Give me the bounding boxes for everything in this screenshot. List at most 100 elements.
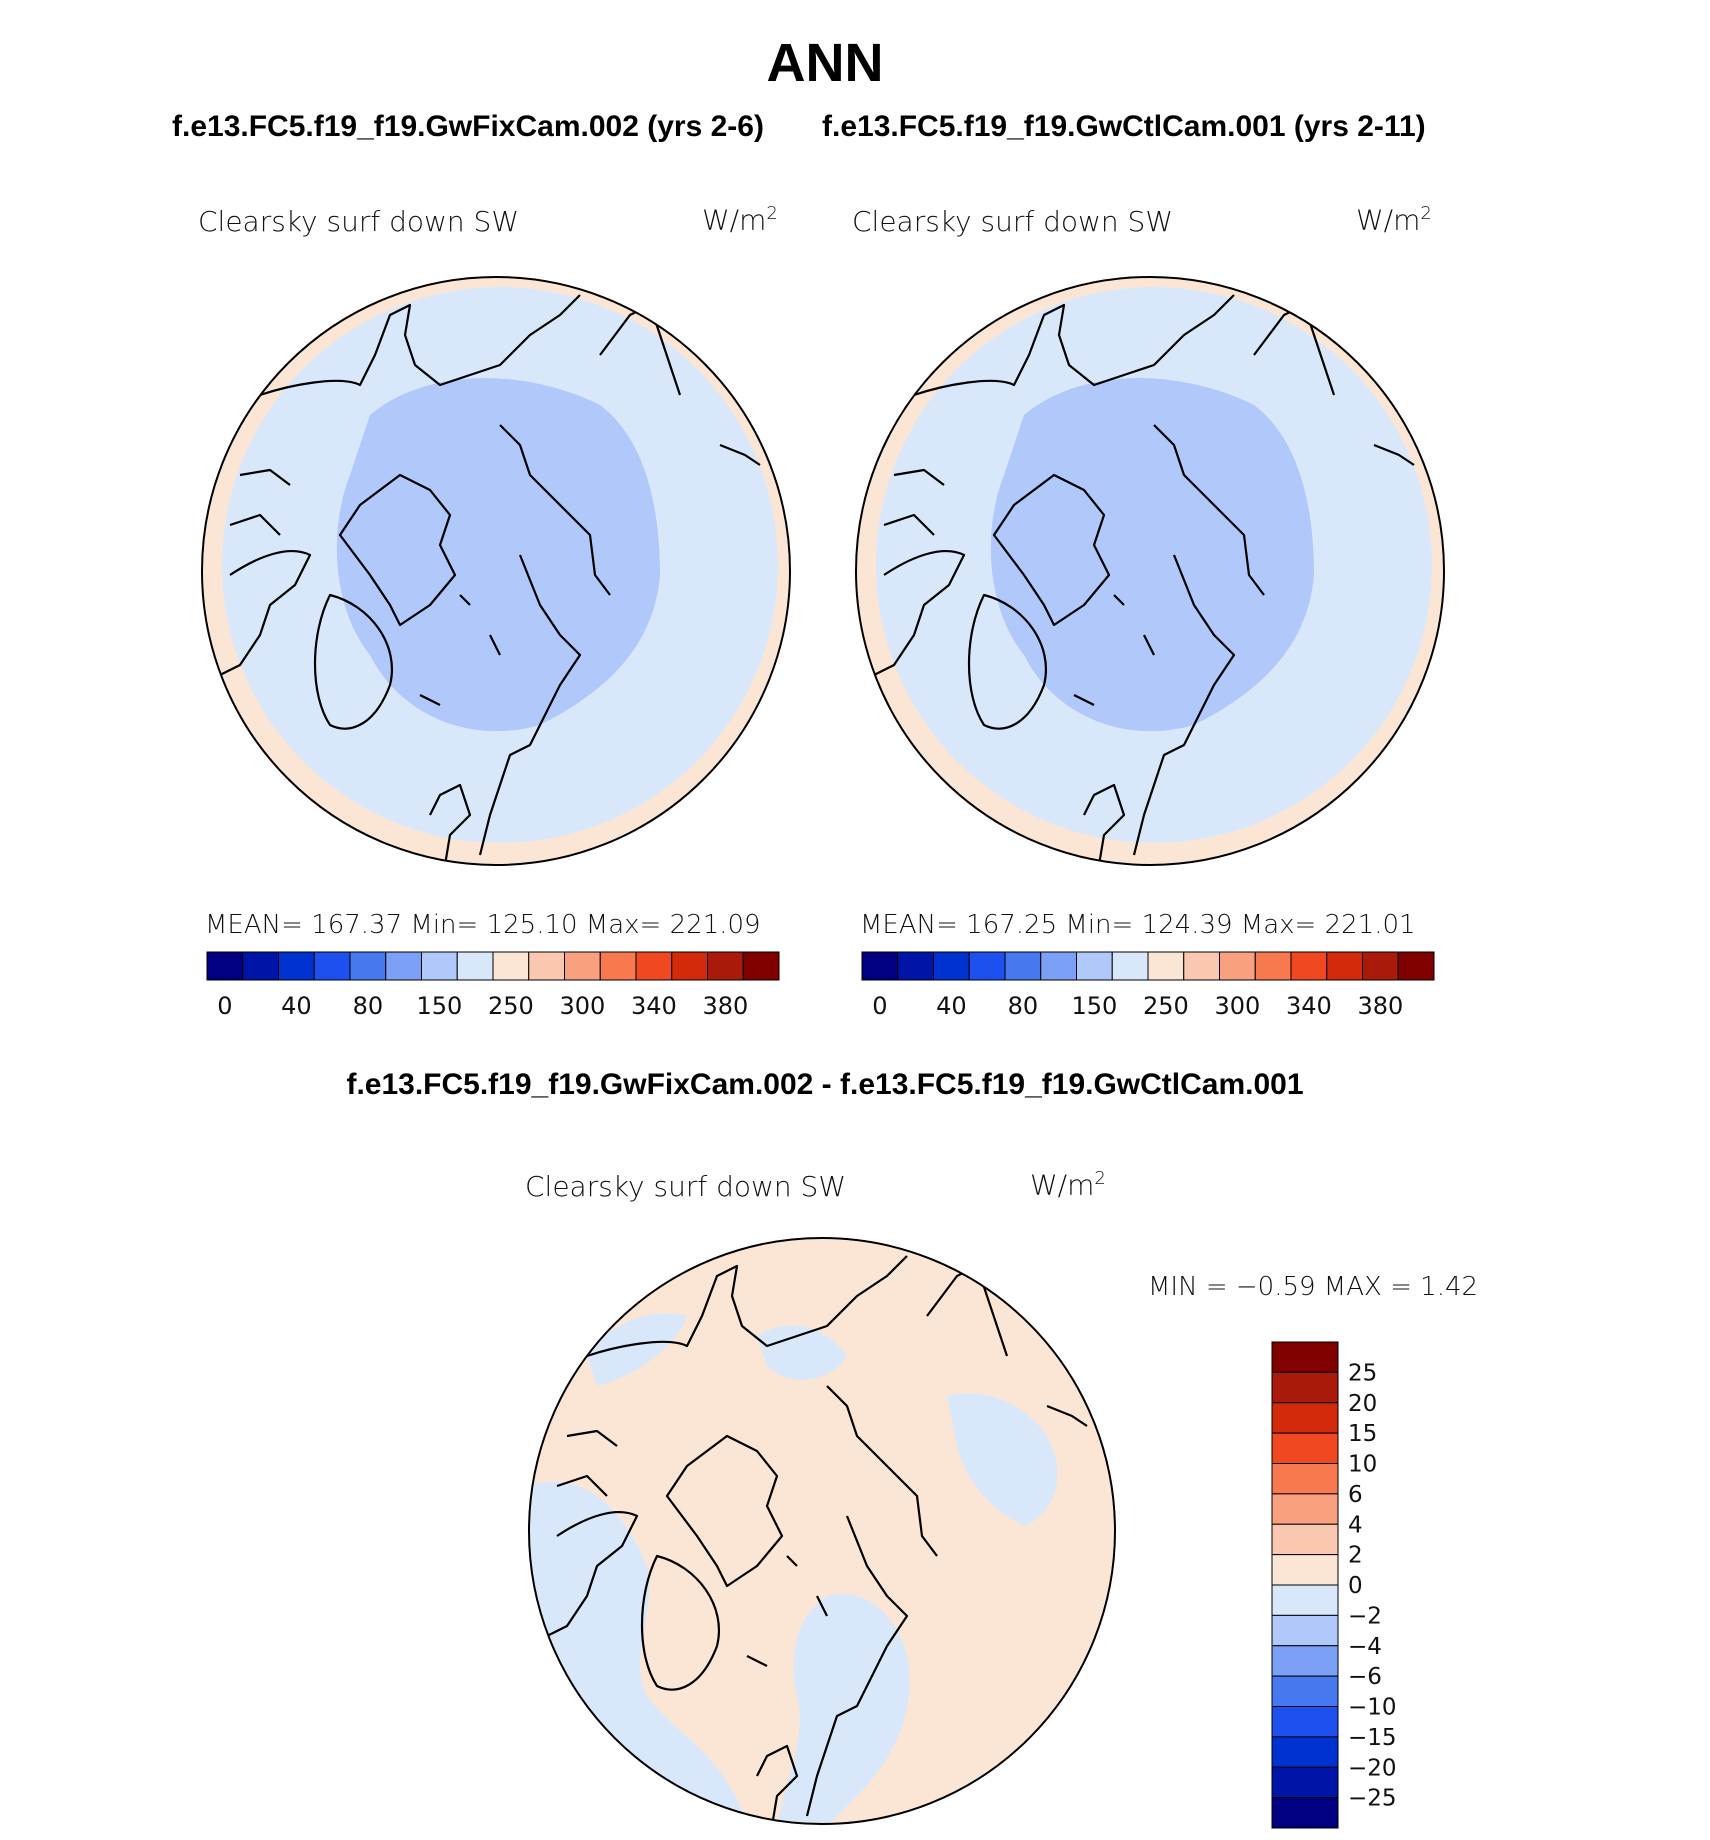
panel1-colorbar-box-4 xyxy=(349,951,387,981)
panel1-colorbar-tick-7: 380 xyxy=(702,992,748,1020)
diff-colorbar-box-1 xyxy=(1271,1371,1339,1404)
panel2-variable-label: Clearsky surf down SW xyxy=(852,205,1174,238)
panel2-stats: MEAN= 167.25 Min= 124.39 Max= 221.01 xyxy=(860,910,1416,940)
panel1-colorbar-tick-2: 80 xyxy=(353,992,384,1020)
diff-field-low-nw xyxy=(587,1313,687,1386)
panel1-colorbar-box-6 xyxy=(421,951,458,981)
diff-title: f.e13.FC5.f19_f19.GwFixCam.002 - f.e13.F… xyxy=(346,1068,1304,1101)
panel1-polar-map xyxy=(201,276,791,866)
panel2-map-border xyxy=(855,276,1445,866)
diff-colorbar-box-6 xyxy=(1271,1523,1339,1556)
season-title: ANN xyxy=(766,33,884,93)
diff-colorbar-tick-2: 15 xyxy=(1348,1421,1377,1447)
panel2-colorbar-box-9 xyxy=(1183,951,1220,981)
panel2-colorbar-tick-1: 40 xyxy=(936,992,967,1020)
panel2-polar-map xyxy=(855,276,1445,866)
panel2-colorbar-box-5 xyxy=(1040,951,1077,981)
diff-field-low-n xyxy=(757,1325,847,1380)
diff-field-low-south xyxy=(777,1594,910,1824)
diff-variable-label: Clearsky surf down SW xyxy=(525,1170,847,1203)
diff-colorbar-tick-7: 0 xyxy=(1348,1573,1363,1599)
panel1-colorbar-box-15 xyxy=(742,951,780,981)
panel2-colorbar-box-11 xyxy=(1254,951,1292,981)
panel2-colorbar-box-15 xyxy=(1397,951,1435,981)
diff-colorbar-box-8 xyxy=(1271,1584,1339,1616)
diff-colorbar-tick-9: −4 xyxy=(1348,1634,1382,1660)
case2-title: f.e13.FC5.f19_f19.GwCtlCam.001 (yrs 2-11… xyxy=(822,110,1426,143)
diff-colorbar-box-10 xyxy=(1271,1645,1339,1677)
panel1-colorbar-tick-3: 150 xyxy=(416,992,462,1020)
panel1-colorbar-box-0 xyxy=(206,951,244,981)
panel2-colorbar-tick-4: 250 xyxy=(1143,992,1189,1020)
panel1-colorbar-box-12 xyxy=(635,951,673,981)
panel2-field-mid xyxy=(990,378,1314,732)
diff-colorbar-box-9 xyxy=(1271,1614,1339,1647)
diff-colorbar-tick-12: −15 xyxy=(1348,1725,1397,1751)
panel1-colorbar-tick-6: 340 xyxy=(631,992,677,1020)
panel2-colorbar-box-7 xyxy=(1111,951,1149,981)
diff-stats: MIN = −0.59 MAX = 1.42 xyxy=(1148,1272,1479,1302)
panel2-colorbar-box-0 xyxy=(861,951,899,981)
panel2-colorbar-tick-0: 0 xyxy=(872,992,887,1020)
panel1-colorbar-box-9 xyxy=(528,951,565,981)
diff-coastlines xyxy=(546,1255,1088,1824)
panel1-stats: MEAN= 167.37 Min= 125.10 Max= 221.09 xyxy=(205,910,761,940)
diff-colorbar-tick-5: 4 xyxy=(1348,1512,1363,1538)
diff-colorbar-tick-1: 20 xyxy=(1348,1391,1377,1417)
panel2-colorbar-tick-3: 150 xyxy=(1071,992,1117,1020)
diff-colorbar-tick-0: 25 xyxy=(1348,1360,1377,1386)
panel1-coastlines xyxy=(219,294,761,865)
panel2-colorbar-box-1 xyxy=(897,951,934,981)
panel1-colorbar: 0 40 80 150 250 300 340 380 xyxy=(206,951,780,1020)
panel1-colorbar-box-2 xyxy=(278,951,315,981)
diff-colorbar-box-0 xyxy=(1271,1341,1339,1373)
panel1-colorbar-tick-0: 0 xyxy=(217,992,232,1020)
panel1-colorbar-box-3 xyxy=(313,951,351,981)
panel1-colorbar-box-8 xyxy=(492,951,530,981)
panel2-colorbar-tick-5: 300 xyxy=(1214,992,1260,1020)
diff-colorbar-tick-8: −2 xyxy=(1348,1603,1382,1629)
panel2-colorbar-box-8 xyxy=(1147,951,1185,981)
panel1-map-border xyxy=(201,276,791,866)
panel2-colorbar-tick-6: 340 xyxy=(1286,992,1332,1020)
panel1-variable-label: Clearsky surf down SW xyxy=(198,205,520,238)
panel1-colorbar-box-5 xyxy=(385,951,422,981)
diff-colorbar-box-2 xyxy=(1271,1402,1339,1434)
diff-colorbar-box-12 xyxy=(1271,1706,1339,1738)
panel2-colorbar-tick-2: 80 xyxy=(1008,992,1039,1020)
panel2-colorbar-box-12 xyxy=(1290,951,1328,981)
panel1-colorbar-tick-5: 300 xyxy=(559,992,605,1020)
panel2-coastlines xyxy=(873,294,1415,865)
panel2-colorbar-box-2 xyxy=(933,951,970,981)
panel1-colorbar-box-14 xyxy=(707,951,744,981)
diff-colorbar-box-3 xyxy=(1271,1432,1339,1464)
diff-field-low-ne xyxy=(947,1393,1058,1526)
panel1-colorbar-box-7 xyxy=(456,951,494,981)
diff-colorbar-tick-14: −25 xyxy=(1348,1786,1397,1812)
case1-title: f.e13.FC5.f19_f19.GwFixCam.002 (yrs 2-6) xyxy=(172,110,764,143)
panel1-colorbar-box-10 xyxy=(564,951,601,981)
panel1-colorbar-box-11 xyxy=(599,951,637,981)
diff-polar-map xyxy=(528,1237,1116,1825)
panel1-colorbar-box-1 xyxy=(242,951,279,981)
diff-colorbar-tick-11: −10 xyxy=(1348,1695,1397,1721)
diff-colorbar-box-15 xyxy=(1271,1797,1339,1829)
panel1-colorbar-box-13 xyxy=(671,951,708,981)
diff-colorbar-box-4 xyxy=(1271,1463,1339,1495)
panel2-colorbar: 0 40 80 150 250 300 340 380 xyxy=(861,951,1435,1020)
diff-map-border xyxy=(528,1237,1116,1825)
diff-colorbar-tick-10: −6 xyxy=(1348,1664,1382,1690)
panel2-units-label: W/m2 xyxy=(1356,203,1432,237)
diff-colorbar-tick-4: 6 xyxy=(1348,1482,1363,1508)
diff-colorbar-tick-6: 2 xyxy=(1348,1543,1363,1569)
panel2-colorbar-box-6 xyxy=(1076,951,1113,981)
panel1-units-label: W/m2 xyxy=(702,203,778,237)
diff-colorbar-tick-3: 10 xyxy=(1348,1452,1377,1478)
panel2-colorbar-box-3 xyxy=(968,951,1006,981)
panel2-colorbar-tick-7: 380 xyxy=(1357,992,1403,1020)
panel2-colorbar-box-13 xyxy=(1326,951,1363,981)
panel1-colorbar-tick-4: 250 xyxy=(488,992,534,1020)
diff-units-label: W/m2 xyxy=(1030,1168,1106,1202)
panel2-colorbar-box-4 xyxy=(1004,951,1042,981)
panel2-colorbar-box-10 xyxy=(1219,951,1256,981)
